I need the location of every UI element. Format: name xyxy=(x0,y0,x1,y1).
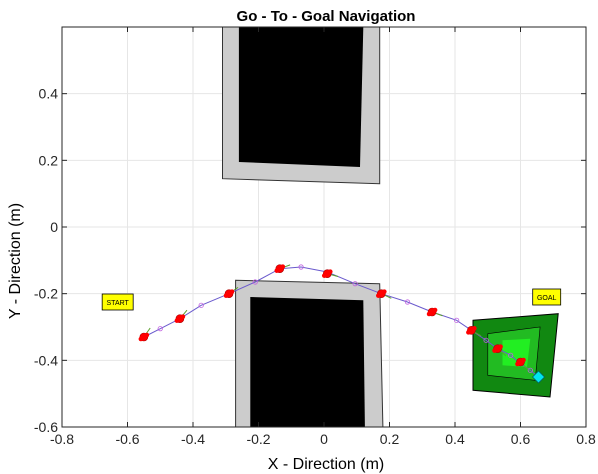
robot-wheel xyxy=(498,344,503,349)
robot-wheel xyxy=(382,289,387,294)
y-tick-label: -0.2 xyxy=(34,286,58,302)
robot-wheel xyxy=(521,357,526,363)
robot-wheel xyxy=(327,269,333,274)
robot-wheel xyxy=(174,318,180,323)
robot-wheel xyxy=(515,361,520,367)
lower-obstacle-core xyxy=(250,297,365,427)
x-tick-label: 0.2 xyxy=(380,431,400,447)
y-tick-label: 0.4 xyxy=(39,86,59,102)
obstacles xyxy=(222,26,384,428)
robot-wheel xyxy=(229,289,235,294)
trajectory-point xyxy=(483,337,489,343)
axis-ticks: -0.8 -0.6 -0.4 -0.2 0 0.2 0.4 0.6 0.8-0.6-0.4-0.… xyxy=(34,27,596,447)
trajectory-point xyxy=(527,367,533,373)
x-tick-label: 0.8 xyxy=(576,431,596,447)
robot-wheel xyxy=(426,311,432,317)
robot-wheel xyxy=(321,273,327,278)
trajectory-point xyxy=(252,279,258,285)
robot-wheel xyxy=(492,348,497,353)
robot-wheel xyxy=(223,293,229,298)
trajectory-point xyxy=(404,299,411,305)
upper-obstacle-core xyxy=(238,27,364,167)
x-axis-label: X - Direction (m) xyxy=(268,456,384,473)
x-tick-label: 0.4 xyxy=(445,431,465,447)
y-tick-label: 0 xyxy=(50,219,58,235)
x-tick-label: -0.4 xyxy=(181,431,205,447)
y-axis-label: Y - Direction (m) xyxy=(7,203,24,319)
goal-label: GOAL xyxy=(537,295,557,302)
x-tick-label: -0.6 xyxy=(115,431,139,447)
y-tick-label: -0.4 xyxy=(34,352,58,368)
x-tick-label: -0.8 xyxy=(50,431,74,447)
robot-wheel xyxy=(432,307,438,313)
goal-point-marker xyxy=(531,370,546,384)
x-tick-label: -0.2 xyxy=(246,431,270,447)
x-tick-label: 0 xyxy=(320,431,328,447)
trajectory-point xyxy=(157,326,163,332)
robot-wheel xyxy=(280,264,286,269)
x-tick-label: 0.6 xyxy=(511,431,531,447)
robot-poses xyxy=(138,264,546,384)
goal-label-box xyxy=(532,288,562,306)
robot-wheel xyxy=(466,330,471,335)
start-label-box xyxy=(101,293,134,311)
robot-wheel xyxy=(180,314,186,319)
chart-title: Go - To - Goal Navigation xyxy=(237,8,416,25)
trajectory-point xyxy=(352,281,358,287)
robot-wheel xyxy=(138,336,144,342)
robot-wheel xyxy=(144,332,150,338)
trajectory-point xyxy=(508,352,514,358)
trajectory-point xyxy=(298,264,304,270)
robot-wheel xyxy=(376,293,381,298)
goal-region xyxy=(472,313,559,398)
robot-wheel xyxy=(472,326,477,331)
start-label: START xyxy=(107,300,130,307)
trajectory-point xyxy=(454,317,460,323)
trajectory-point xyxy=(198,302,204,308)
y-tick-label: 0.2 xyxy=(39,152,59,168)
y-tick-label: -0.6 xyxy=(34,419,58,435)
annotations: START GOAL xyxy=(101,288,562,311)
robot-wheel xyxy=(274,268,280,273)
